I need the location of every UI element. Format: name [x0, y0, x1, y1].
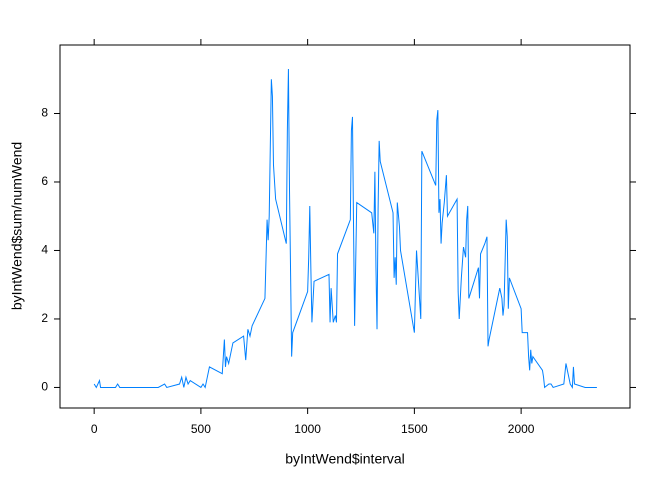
x-tick-label: 2000 [508, 422, 535, 436]
x-tick-label: 0 [91, 422, 98, 436]
data-line [93, 68, 597, 390]
x-axis-label: byIntWend$interval [285, 451, 405, 467]
plot-frame [59, 44, 631, 409]
y-tick-label: 6 [41, 174, 48, 188]
y-tick-label: 8 [41, 106, 48, 120]
y-tick-label: 4 [41, 243, 48, 257]
x-tick-label: 1000 [294, 422, 321, 436]
y-tick-label: 2 [41, 311, 48, 325]
x-tick-label: 500 [191, 422, 211, 436]
y-axis-label: byIntWend$sum/numWend [9, 142, 25, 310]
y-tick-label: 0 [41, 380, 48, 394]
x-tick-label: 1500 [401, 422, 428, 436]
